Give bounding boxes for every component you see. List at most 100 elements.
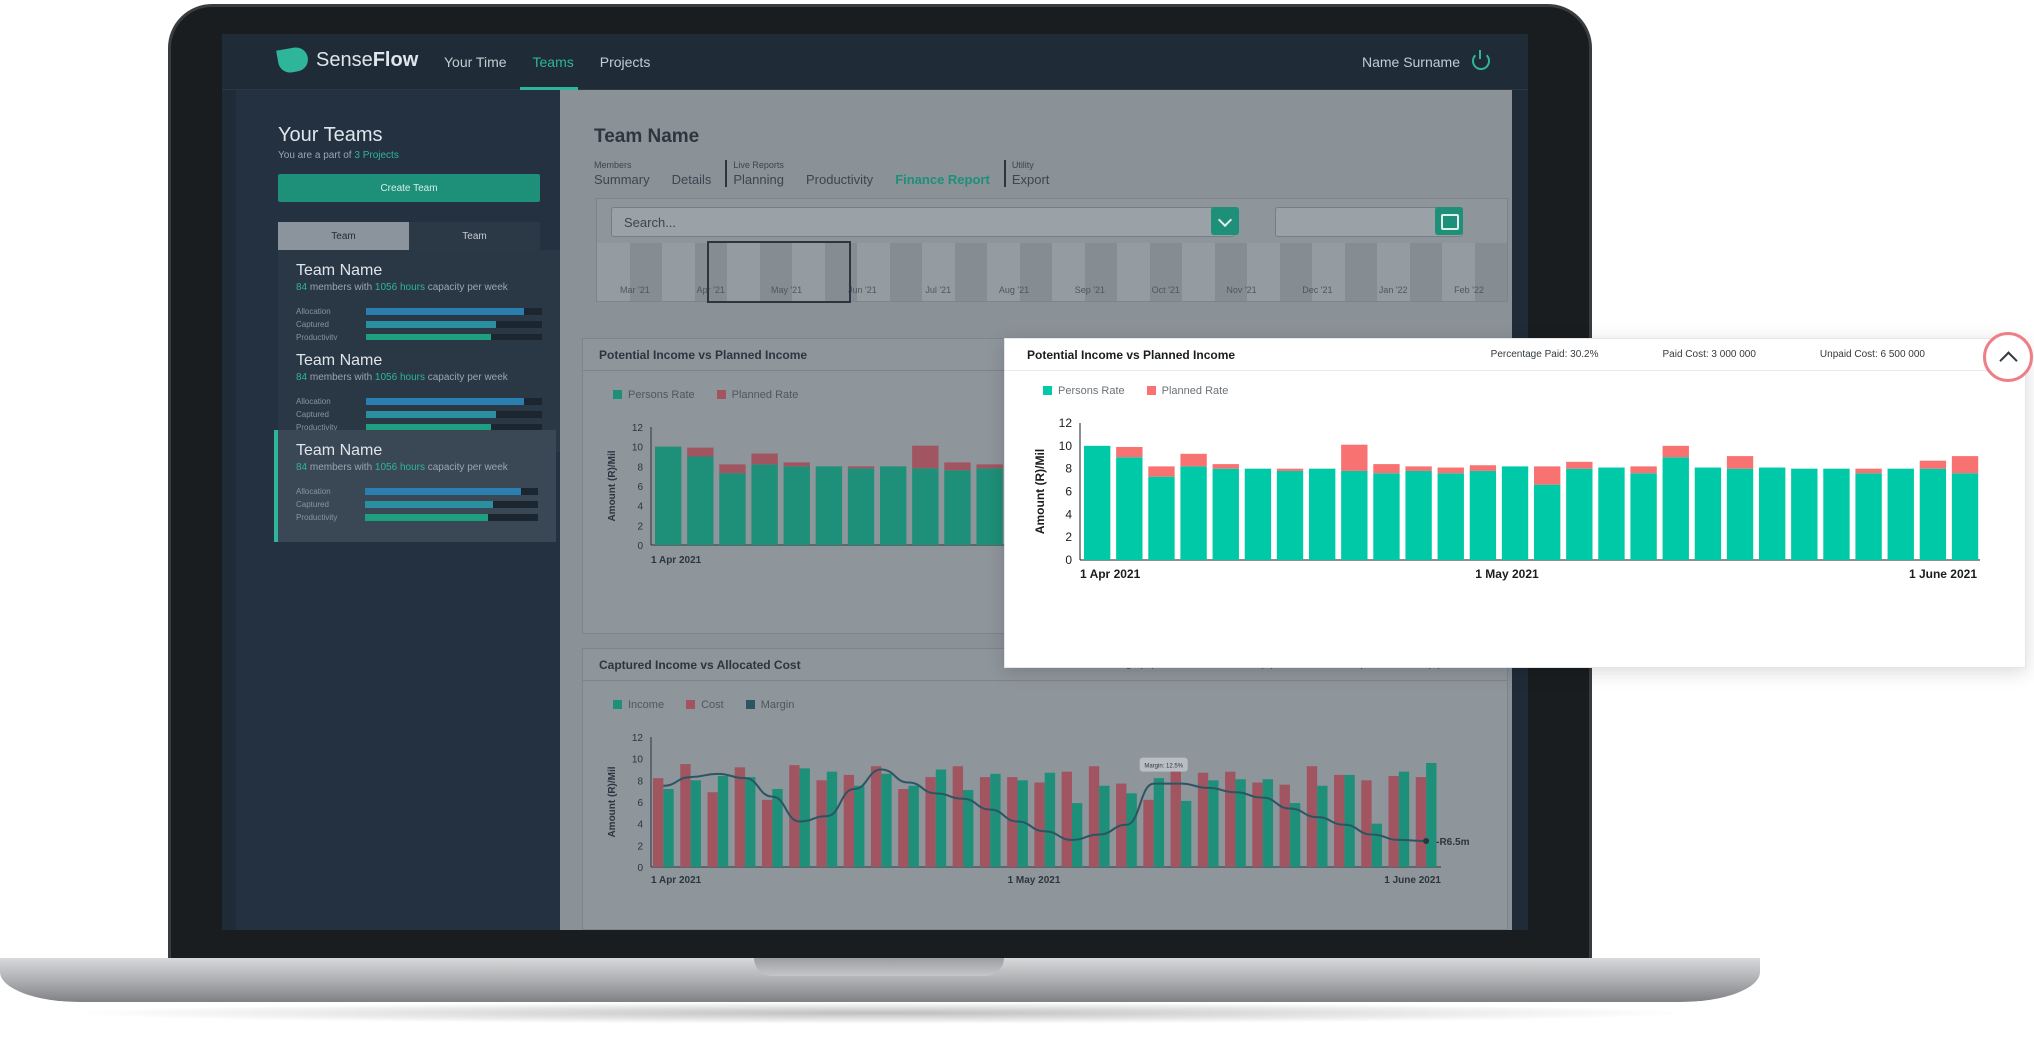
bar-income: [1426, 763, 1437, 867]
bar-cost: [816, 780, 827, 867]
team-card[interactable]: Team Name 84 members with 1056 hours cap…: [278, 250, 560, 362]
bar-planned-rate: [783, 462, 810, 467]
bar-persons-rate: [1373, 473, 1400, 560]
logo-text-light: Sense: [316, 48, 373, 71]
team-metric-row: Productivity: [296, 331, 542, 344]
timeline-cell: [792, 243, 825, 301]
logo[interactable]: SenseFlow: [276, 45, 418, 75]
logo-icon: [276, 45, 310, 75]
bar-planned-rate: [719, 464, 746, 474]
tab-export[interactable]: Export: [1011, 172, 1050, 187]
y-tick-label: 12: [632, 733, 644, 744]
bar-persons-rate: [1726, 468, 1754, 560]
bar-cost: [1361, 780, 1372, 867]
bar-planned-rate: [1919, 460, 1947, 469]
x-tick-label: 1 Apr 2021: [651, 875, 702, 886]
bar-income: [854, 785, 865, 867]
y-tick-label: 2: [637, 521, 643, 532]
bar-income: [1153, 778, 1165, 867]
date-input[interactable]: [1275, 207, 1463, 237]
bar-cost: [1334, 774, 1345, 867]
timeline-cell: [1344, 243, 1377, 301]
timeline-cell: [1052, 243, 1085, 301]
y-tick-label: 2: [1065, 530, 1072, 544]
sidebar-subtitle: You are a part of 3 Projects: [278, 150, 399, 161]
bar-cost: [1143, 799, 1154, 867]
stat-unpaid-cost: Unpaid Cost: 6 500 000: [1819, 349, 1925, 360]
bar-planned-rate: [847, 466, 875, 469]
top-navigation: SenseFlow Your Time Teams Projects Name …: [222, 34, 1528, 90]
bar-planned-rate: [944, 462, 971, 471]
bar-planned-rate: [1405, 466, 1432, 471]
timeline-strip[interactable]: [597, 243, 1507, 301]
bar-planned-rate: [1373, 464, 1400, 474]
tab-planning[interactable]: Planning: [733, 172, 784, 187]
laptop-notch: [754, 958, 1004, 976]
y-tick-label: 6: [637, 798, 643, 809]
bar-planned-rate: [976, 464, 1003, 469]
timeline-cell: [597, 243, 630, 301]
legend-cost[interactable]: Cost: [686, 699, 724, 711]
legend-margin[interactable]: Margin: [745, 699, 794, 711]
chevron-up-icon[interactable]: [1983, 332, 2033, 382]
calendar-icon[interactable]: [1435, 207, 1463, 235]
timeline-month-label: Oct '21: [1151, 285, 1180, 295]
bar-persons-rate: [1084, 445, 1111, 560]
legend-income[interactable]: Income: [613, 699, 664, 711]
bar-planned-rate: [1148, 466, 1175, 477]
legend-persons-rate[interactable]: Persons Rate: [613, 389, 695, 401]
progress-fill: [366, 308, 525, 315]
tab-productivity[interactable]: Productivity: [805, 172, 874, 187]
margin-end-label: -R6.5m: [1436, 837, 1469, 848]
timeline-cell: [1084, 243, 1117, 301]
timeline-cell: [922, 243, 955, 301]
bar-income: [935, 769, 947, 867]
team-description: 84 members with 1056 hours capacity per …: [296, 372, 508, 383]
chevron-down-icon[interactable]: [1211, 207, 1239, 235]
nav-projects[interactable]: Projects: [599, 54, 651, 70]
bar-persons-rate: [1501, 466, 1529, 560]
bar-income: [1289, 803, 1301, 867]
team-metric-row: Captured: [296, 318, 542, 331]
timeline-cell: [1214, 243, 1247, 301]
tab-group-members: Members Summary Details: [594, 160, 725, 187]
create-team-button[interactable]: Create Team: [278, 174, 540, 202]
legend-persons-rate[interactable]: Persons Rate: [1043, 385, 1125, 397]
bar-persons-rate: [1566, 468, 1593, 560]
legend-planned-rate[interactable]: Planned Rate: [716, 389, 798, 401]
y-tick-label: 4: [637, 502, 643, 513]
timeline-range-brush[interactable]: [707, 241, 851, 303]
bar-income: [663, 789, 674, 867]
bar-planned-rate: [1726, 456, 1754, 469]
bar-cost: [1170, 769, 1181, 867]
legend-planned-rate[interactable]: Planned Rate: [1146, 385, 1228, 397]
filter-panel: Mar '21 Apr '21 May '21 Jun '21 Jul '21 Aug '…: [596, 198, 1508, 303]
panel-title: Captured Income vs Allocated Cost: [599, 657, 801, 672]
bar-planned-rate: [1276, 468, 1304, 471]
bar-planned-rate: [1341, 444, 1368, 471]
bar-persons-rate: [1791, 468, 1818, 560]
timeline-month-label: Apr '21: [696, 285, 725, 295]
nav-your-time[interactable]: Your Time: [444, 54, 507, 70]
user-name[interactable]: Name Surname: [1361, 54, 1460, 70]
team-card[interactable]: Team Name 84 members with 1056 hours cap…: [274, 430, 556, 542]
power-icon[interactable]: [1472, 50, 1490, 70]
bar-cost: [1088, 766, 1100, 867]
projects-link[interactable]: 3 Projects: [354, 150, 399, 161]
team-description: 84 members with 1056 hours capacity per …: [296, 462, 508, 473]
bar-planned-rate: [1437, 467, 1464, 474]
team-metric-row: Allocation: [296, 305, 542, 318]
bar-planned-rate: [1630, 466, 1657, 474]
toggle-option-2[interactable]: Team: [462, 230, 487, 242]
tab-details[interactable]: Details: [671, 172, 712, 187]
tab-finance-report[interactable]: Finance Report: [895, 172, 990, 187]
page-title: Team Name: [594, 126, 700, 147]
tab-summary[interactable]: Summary: [594, 172, 650, 187]
nav-teams[interactable]: Teams: [532, 54, 574, 70]
bar-income: [1071, 803, 1083, 867]
toggle-option-1[interactable]: Team: [278, 222, 409, 250]
bar-persons-rate: [1534, 484, 1561, 560]
search-input[interactable]: Search...: [611, 207, 1235, 237]
y-tick-label: 12: [632, 423, 644, 434]
nav-active-indicator: [520, 87, 578, 90]
